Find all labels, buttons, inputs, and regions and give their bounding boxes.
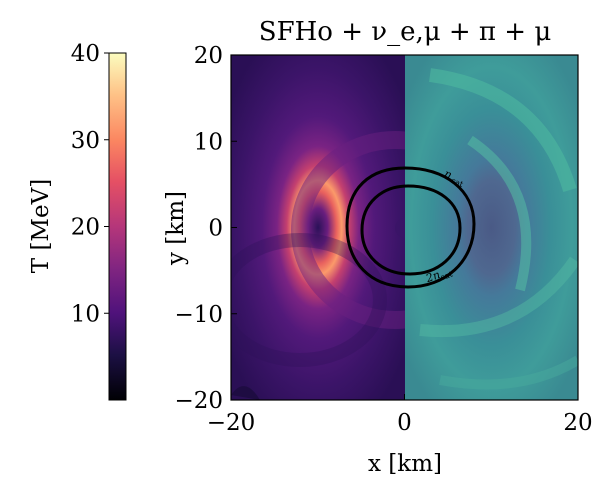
contours: n sat 2n sat <box>345 166 476 289</box>
y-axis-ticks: −20 −10 0 10 20 <box>174 43 237 414</box>
y-tick-label: 20 <box>194 43 223 69</box>
y-tick-label: 0 <box>208 216 223 242</box>
colorbar-label: T [MeV] <box>28 179 54 273</box>
colorbar-tick-label: 20 <box>71 215 100 241</box>
y-axis-label: y [km] <box>163 191 189 266</box>
x-tick-label: 20 <box>563 410 592 436</box>
density-half <box>405 55 578 400</box>
contour-label-nsat-sub: sat <box>450 176 465 189</box>
contour-label-2nsat-sub: sat <box>439 269 454 282</box>
plot-area: n sat 2n sat −20 0 20 −20 −10 0 10 20 x [km] y… <box>163 43 593 477</box>
y-tick-label: 10 <box>194 129 223 155</box>
colorbar-tick-label: 40 <box>71 41 100 67</box>
colorbar-gradient <box>108 52 127 401</box>
x-tick-label: 0 <box>397 410 412 436</box>
x-axis-ticks: −20 0 20 <box>207 394 593 436</box>
contour-2nsat <box>360 184 462 276</box>
chart-title: SFHo + ν_e,μ + π + μ <box>259 17 551 47</box>
temperature-half <box>231 55 405 400</box>
contour-label-2nsat: 2n <box>423 268 442 285</box>
x-tick-label: −20 <box>207 410 256 436</box>
y-tick-label: −20 <box>174 388 223 414</box>
colorbar-tick-label: 10 <box>71 301 100 327</box>
colorbar: 10 20 30 40 T [MeV] <box>28 41 127 401</box>
contour-label-nsat: n <box>442 167 453 182</box>
colorbar-tick-label: 30 <box>71 128 100 154</box>
contour-nsat <box>345 166 476 289</box>
x-axis-label: x [km] <box>368 451 442 477</box>
y-tick-label: −10 <box>174 302 223 328</box>
colorbar-ticks: 10 20 30 40 <box>71 41 109 327</box>
